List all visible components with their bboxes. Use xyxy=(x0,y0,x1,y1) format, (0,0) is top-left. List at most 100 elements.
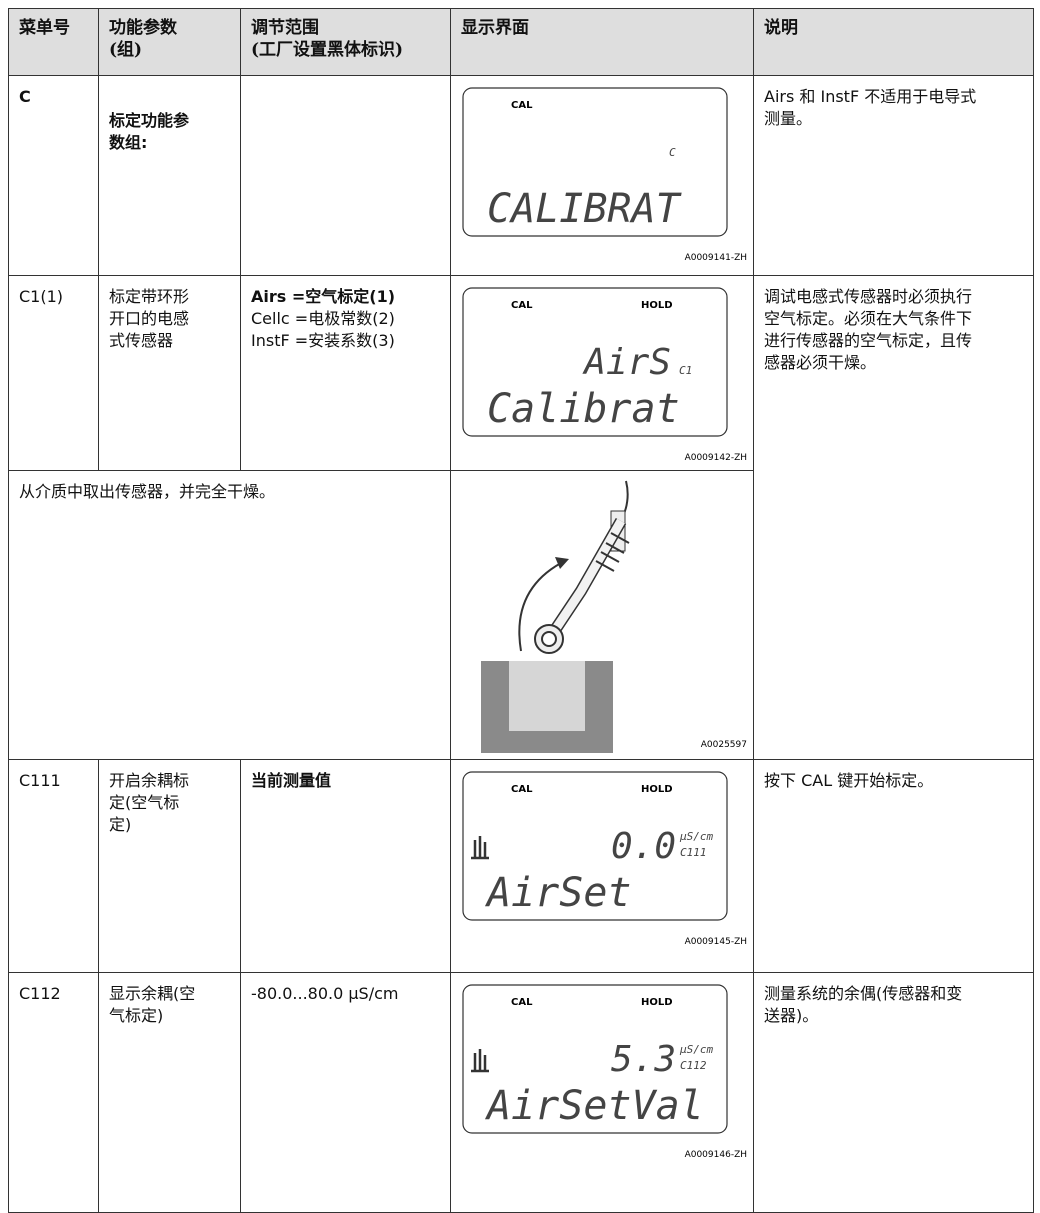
lcd-indicator: CAL xyxy=(511,300,533,311)
header-text: 显示界面 xyxy=(461,18,529,38)
lcd-unit: µS/cm xyxy=(679,830,713,843)
description-text: 按下 CAL 键开始标定。 xyxy=(764,771,934,790)
description-cell: Airs 和 InstF 不适用于电导式 测量。 xyxy=(753,75,1034,276)
figure-id: A0009142-ZH xyxy=(685,453,747,463)
description-cell: 测量系统的余偶(传感器和变 送器)。 xyxy=(753,972,1034,1213)
description-text: 送器)。 xyxy=(764,1006,819,1025)
parameter-table: 菜单号 功能参数 (组) 调节范围 (工厂设置黑体标识) 显示界面 说明 C 标定功… xyxy=(8,8,1034,1213)
figure-id: A0009146-ZH xyxy=(685,1150,747,1160)
lcd-display: CAL HOLD AirS C1 Calibrat A0009142-ZH xyxy=(462,287,747,463)
function-text: 式传感器 xyxy=(109,331,174,350)
description-text: 感器必须干燥。 xyxy=(764,353,877,372)
lcd-indicator: CAL xyxy=(511,784,533,795)
figure-id: A0025597 xyxy=(701,740,747,750)
function-text: 定) xyxy=(109,815,132,834)
description-text: 空气标定。必须在大气条件下 xyxy=(764,309,973,328)
thermometer xyxy=(471,836,489,860)
function-cell: 标定功能参数组: xyxy=(98,75,241,276)
container xyxy=(481,661,613,753)
lcd-display: CAL C CALIBRAT A0009141-ZH xyxy=(462,87,747,263)
header-text: (工厂设置黑体标识) xyxy=(251,40,404,60)
header-text: 说明 xyxy=(764,18,798,38)
range-text: Airs =空气标定(1) xyxy=(251,287,396,306)
figure-cell: A0025597 xyxy=(450,470,754,760)
header-row: 菜单号 功能参数 (组) 调节范围 (工厂设置黑体标识) 显示界面 说明 xyxy=(8,8,1034,76)
function-text: 标定带环形 xyxy=(109,287,190,306)
function-text: 标定功能参 xyxy=(109,111,190,130)
function-cell: 标定带环形 开口的电感 式传感器 xyxy=(98,275,241,471)
thermometer-icon xyxy=(471,836,489,860)
function-text: 气标定) xyxy=(109,1006,164,1025)
menu-code: C111 xyxy=(19,771,61,790)
lcd-indicator: HOLD xyxy=(641,300,673,311)
lcd-frame xyxy=(462,984,728,1134)
display-cell: CAL C CALIBRAT A0009141-ZH xyxy=(450,75,754,276)
header-cell: 功能参数 (组) xyxy=(98,8,241,76)
figure-id: A0009141-ZH xyxy=(685,253,747,263)
header-cell: 菜单号 xyxy=(8,8,99,76)
header-text: 功能参数 xyxy=(109,18,177,38)
function-text: 开启余耦标 xyxy=(109,771,190,790)
lcd-text: CALIBRAT xyxy=(487,186,683,232)
sensor-figure: A0025597 xyxy=(481,480,747,753)
range-text: 当前测量值 xyxy=(251,771,332,790)
lcd-value: 5.3 xyxy=(611,1039,676,1080)
description-text: 进行传感器的空气标定，且传 xyxy=(764,331,973,350)
note-text: 从介质中取出传感器，并完全干燥。 xyxy=(19,482,276,501)
menu-cell: C112 xyxy=(8,972,99,1213)
row: C 标定功能参 数组: CAL C CALIBRAT A0009141-ZH Airs … xyxy=(8,75,1034,276)
range-text: Cellc =电极常数(2) xyxy=(251,309,395,328)
menu-code: C xyxy=(19,87,31,106)
menu-cell: C1(1) xyxy=(8,275,99,471)
row: 从介质中取出传感器，并完全干燥。 A0025597 xyxy=(8,470,1034,760)
range-text: -80.0...80.0 µS/cm xyxy=(251,984,399,1003)
range-text: InstF =安装系数(3) xyxy=(251,331,395,350)
row: C112 显示余耦(空 气标定) -80.0...80.0 µS/cm CAL HO… xyxy=(8,972,1034,1213)
lcd-display: CAL HOLD 5.3 µS/cm C112 AirSetVal A0009146-ZH xyxy=(462,984,747,1160)
description-text: 测量系统的余偶(传感器和变 xyxy=(764,984,963,1003)
thermometer xyxy=(471,1049,489,1073)
header-cell: 调节范围 (工厂设置黑体标识) xyxy=(240,8,451,76)
header-cell: 显示界面 xyxy=(450,8,754,76)
lcd-unit: µS/cm xyxy=(679,1043,713,1056)
function-text: 显示余耦(空 xyxy=(109,984,196,1003)
note-cell: 从介质中取出传感器，并完全干燥。 xyxy=(8,470,451,760)
lcd-code: C111 xyxy=(680,846,707,859)
range-cell: Airs =空气标定(1) Cellc =电极常数(2) InstF =安装系数(3… xyxy=(240,275,451,471)
function-text: 数组: xyxy=(109,133,148,152)
figure-id: A0009145-ZH xyxy=(685,937,747,947)
description-text: Airs 和 InstF 不适用于电导式 xyxy=(764,87,977,106)
lcd-indicator: CAL xyxy=(511,997,533,1008)
menu-code: C112 xyxy=(19,984,61,1003)
display-cell: CAL HOLD AirS C1 Calibrat A0009142-ZH xyxy=(450,275,754,471)
function-text: 定(空气标 xyxy=(109,793,180,812)
lcd-display: CAL HOLD 0.0 µS/cm C111 AirSet A0009145-ZH xyxy=(462,771,747,947)
lcd-indicator: HOLD xyxy=(641,784,673,795)
description-text: 测量。 xyxy=(764,109,813,128)
function-cell: 开启余耦标定(空气标定) xyxy=(98,759,241,973)
display-cell: CAL HOLD 0.0 µS/cm C111 AirSet A0009145-ZH xyxy=(450,759,754,973)
lcd-code: C112 xyxy=(680,1059,707,1072)
lcd-text: AirSetVal xyxy=(484,1083,704,1129)
display-cell: CAL HOLD 5.3 µS/cm C112 AirSetVal A0009146-ZH xyxy=(450,972,754,1213)
lcd-frame xyxy=(462,287,728,437)
lcd-frame xyxy=(462,771,728,921)
header-text: 菜单号 xyxy=(19,18,70,38)
row: C1(1) 标定带环形 开口的电感 式传感器 Airs =空气标定(1) Cellc … xyxy=(8,275,1034,760)
description-cell: 按下 CAL 键开始标定。 xyxy=(753,759,1034,973)
lcd-frame xyxy=(462,87,728,237)
header-text: 调节范围 xyxy=(251,18,319,38)
lcd-code: C1 xyxy=(679,364,692,377)
lcd-value: AirS xyxy=(582,342,671,383)
row: C111 开启余耦标 定(空气标 定) 当前测量值 CAL HOLD 0.0 µS/cm C… xyxy=(8,759,1034,973)
description-text: 调试电感式传感器时必须执行 xyxy=(764,287,973,306)
range-cell: -80.0...80.0 µS/cm xyxy=(240,972,451,1213)
description-cell: 调试电感式传感器时必须执行 空气标定。必须在大气条件下 进行传感器的空气标定，且传感… xyxy=(753,275,1034,760)
header-cell: 说明 xyxy=(753,8,1034,76)
lcd-indicator: CAL xyxy=(511,100,533,111)
lcd-text: Calibrat xyxy=(487,386,680,432)
lcd-value: 0.0 xyxy=(611,826,676,867)
lcd-text: AirSet xyxy=(484,870,632,916)
range-cell xyxy=(240,75,451,276)
